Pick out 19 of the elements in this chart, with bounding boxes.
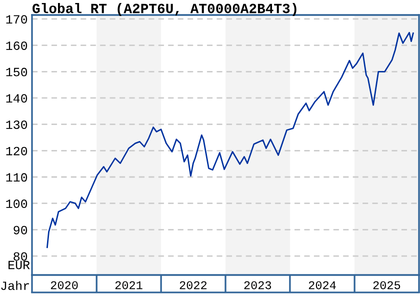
y-tick-label: 100	[6, 200, 28, 208]
x-tick-label: 2023	[244, 281, 272, 290]
chart-title: Global RT (A2PT6U, AT0000A2B4T3)	[32, 3, 296, 16]
y-tick-label: 160	[6, 41, 28, 50]
x-tick-label: 2025	[373, 281, 400, 290]
y-axis-title: EUR	[8, 260, 30, 270]
x-tick-label: 2020	[50, 281, 78, 290]
y-tick-label: 140	[6, 94, 28, 103]
y-tick-label: 150	[6, 68, 28, 76]
y-tick-label: 170	[6, 15, 28, 24]
x-tick-label: 2021	[115, 281, 142, 290]
x-tick-label: 2024	[308, 281, 336, 290]
x-axis-title: Jahr	[1, 280, 29, 290]
y-tick-label: 80	[14, 252, 28, 261]
y-tick-label: 110	[6, 173, 28, 182]
y-tick-label: 90	[14, 226, 28, 234]
x-tick-label: 2022	[180, 281, 207, 290]
y-tick-label: 120	[6, 146, 28, 156]
y-tick-label: 130	[6, 120, 28, 129]
